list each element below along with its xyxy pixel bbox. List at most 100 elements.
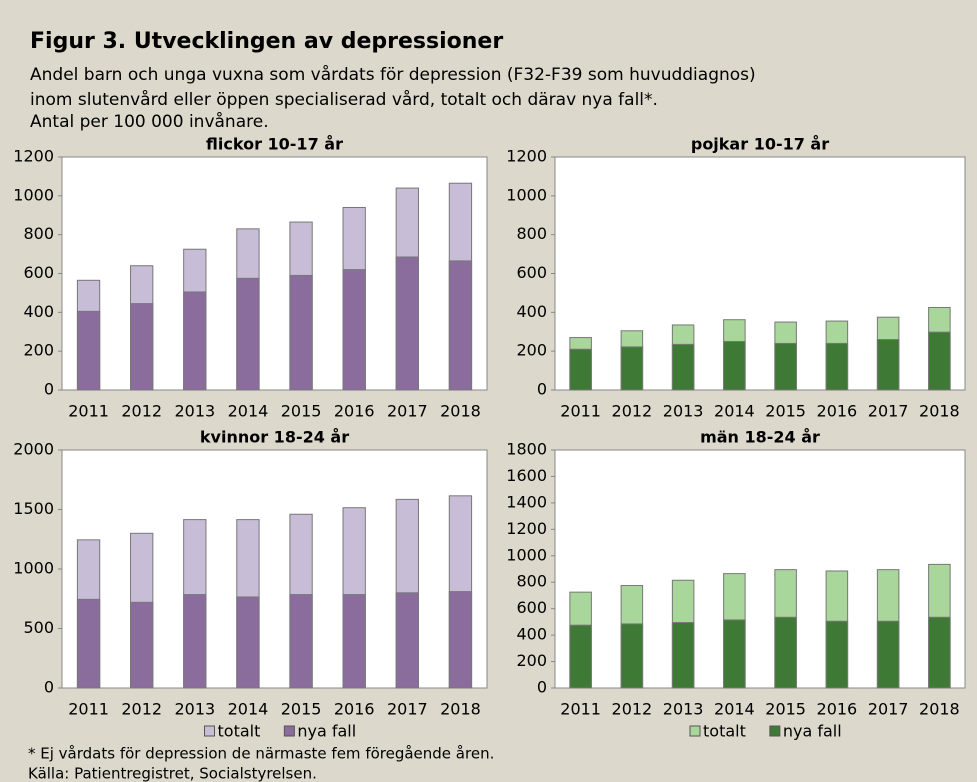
bar bbox=[671, 622, 695, 689]
x-tick-label: 2017 bbox=[387, 402, 428, 421]
legend-label: totalt bbox=[703, 722, 746, 741]
bar bbox=[395, 256, 419, 391]
bar bbox=[774, 616, 797, 689]
bar bbox=[569, 624, 592, 689]
bar bbox=[774, 342, 797, 391]
bar bbox=[183, 291, 207, 391]
x-tick-label: 2014 bbox=[714, 700, 755, 719]
bar bbox=[395, 592, 419, 689]
bar bbox=[342, 594, 366, 689]
bar bbox=[825, 342, 849, 391]
y-tick-label: 0 bbox=[537, 380, 547, 399]
legend-swatch bbox=[689, 725, 701, 737]
x-tick-label: 2018 bbox=[440, 402, 481, 421]
x-tick-label: 2016 bbox=[334, 402, 375, 421]
subtitle: Antal per 100 000 invånare. bbox=[30, 111, 269, 132]
bar bbox=[130, 303, 154, 391]
legend-label: totalt bbox=[218, 722, 261, 741]
x-tick-label: 2011 bbox=[68, 700, 109, 719]
plot-area bbox=[61, 449, 488, 689]
subtitle: Andel barn och unga vuxna som vårdats fö… bbox=[30, 64, 756, 85]
x-tick-label: 2015 bbox=[765, 402, 806, 421]
x-tick-label: 2012 bbox=[612, 700, 653, 719]
bar bbox=[569, 348, 592, 391]
x-tick-label: 2018 bbox=[919, 700, 960, 719]
legend-swatch bbox=[769, 725, 781, 737]
bar bbox=[928, 616, 951, 689]
plot-area bbox=[554, 156, 966, 391]
x-tick-label: 2015 bbox=[281, 700, 322, 719]
footnote: * Ej vårdats för depression de närmaste … bbox=[28, 745, 494, 763]
x-tick-label: 2013 bbox=[174, 402, 215, 421]
chart-title: män 18-24 år bbox=[700, 428, 820, 447]
legend-swatch bbox=[204, 725, 215, 737]
y-tick-label: 1000 bbox=[506, 185, 547, 204]
x-tick-label: 2017 bbox=[387, 700, 428, 719]
x-tick-label: 2018 bbox=[440, 700, 481, 719]
y-tick-label: 400 bbox=[516, 302, 547, 321]
chart-title: pojkar 10-17 år bbox=[691, 135, 829, 154]
legend-label: nya fall bbox=[783, 722, 842, 741]
y-tick-label: 1600 bbox=[506, 466, 547, 485]
bar bbox=[928, 331, 951, 391]
y-tick-label: 1200 bbox=[506, 519, 547, 538]
bar bbox=[876, 620, 900, 689]
bar bbox=[671, 343, 695, 391]
x-tick-label: 2014 bbox=[228, 402, 269, 421]
chart-title: flickor 10-17 år bbox=[206, 135, 343, 154]
y-tick-label: 1000 bbox=[506, 545, 547, 564]
bar bbox=[236, 277, 260, 391]
x-tick-label: 2015 bbox=[281, 402, 322, 421]
y-tick-label: 200 bbox=[516, 341, 547, 360]
x-tick-label: 2013 bbox=[663, 700, 704, 719]
bar bbox=[723, 619, 746, 689]
x-tick-label: 2016 bbox=[817, 402, 858, 421]
bar bbox=[130, 601, 154, 689]
y-tick-label: 800 bbox=[516, 224, 547, 243]
bar bbox=[825, 620, 849, 689]
y-tick-label: 200 bbox=[23, 341, 54, 360]
x-tick-label: 2011 bbox=[68, 402, 109, 421]
bar bbox=[876, 339, 900, 391]
y-tick-label: 0 bbox=[44, 380, 54, 399]
bar bbox=[76, 310, 101, 391]
bar bbox=[342, 269, 366, 391]
y-tick-label: 0 bbox=[44, 678, 54, 697]
y-tick-label: 1400 bbox=[506, 492, 547, 511]
bar bbox=[236, 596, 260, 689]
x-tick-label: 2014 bbox=[714, 402, 755, 421]
x-tick-label: 2016 bbox=[817, 700, 858, 719]
figure-title: Figur 3. Utvecklingen av depressioner bbox=[30, 29, 503, 54]
x-tick-label: 2017 bbox=[868, 402, 909, 421]
y-tick-label: 2000 bbox=[13, 440, 54, 459]
y-tick-label: 1500 bbox=[13, 499, 54, 518]
y-tick-label: 1000 bbox=[13, 185, 54, 204]
bar bbox=[620, 346, 644, 391]
plot-area bbox=[61, 156, 488, 391]
y-tick-label: 1200 bbox=[13, 147, 54, 166]
x-tick-label: 2015 bbox=[765, 700, 806, 719]
y-tick-label: 400 bbox=[23, 302, 54, 321]
x-tick-label: 2012 bbox=[121, 700, 162, 719]
bar bbox=[448, 591, 473, 689]
y-tick-label: 200 bbox=[516, 651, 547, 670]
footnote: Källa: Patientregistret, Socialstyrelsen… bbox=[28, 765, 317, 782]
x-tick-label: 2017 bbox=[868, 700, 909, 719]
legend-swatch bbox=[283, 725, 295, 737]
bar bbox=[76, 598, 101, 689]
x-tick-label: 2013 bbox=[663, 402, 704, 421]
chart-title: kvinnor 18-24 år bbox=[200, 428, 349, 447]
x-tick-label: 2012 bbox=[121, 402, 162, 421]
plot-area bbox=[554, 449, 966, 689]
x-tick-label: 2011 bbox=[560, 402, 601, 421]
x-tick-label: 2013 bbox=[174, 700, 215, 719]
y-tick-label: 0 bbox=[537, 678, 547, 697]
bar bbox=[183, 594, 207, 689]
y-tick-label: 800 bbox=[23, 224, 54, 243]
y-tick-label: 1000 bbox=[13, 559, 54, 578]
bar bbox=[620, 623, 644, 689]
x-tick-label: 2012 bbox=[612, 402, 653, 421]
y-tick-label: 600 bbox=[23, 263, 54, 282]
subtitle: inom slutenvård eller öppen specialisera… bbox=[30, 89, 658, 110]
